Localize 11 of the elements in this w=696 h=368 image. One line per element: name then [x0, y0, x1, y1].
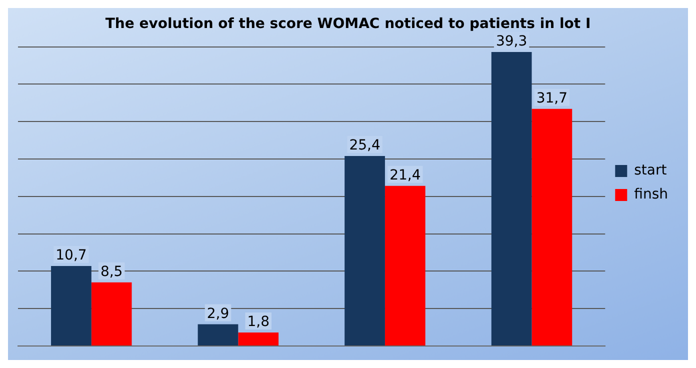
chart-title: The evolution of the score WOMAC noticed to patients in lot I	[105, 16, 591, 32]
data-label: 25,4	[349, 138, 380, 154]
data-label: 39,3	[496, 34, 528, 50]
data-label: 1,8	[247, 314, 270, 330]
data-label: 10,7	[56, 248, 87, 264]
legend-label: start	[634, 162, 668, 179]
data-label: 8,5	[100, 264, 123, 280]
legend-label: finsh	[634, 186, 668, 203]
data-label: 31,7	[536, 90, 568, 107]
data-label: 2,9	[206, 306, 230, 322]
data-label: 21,4	[390, 168, 421, 184]
